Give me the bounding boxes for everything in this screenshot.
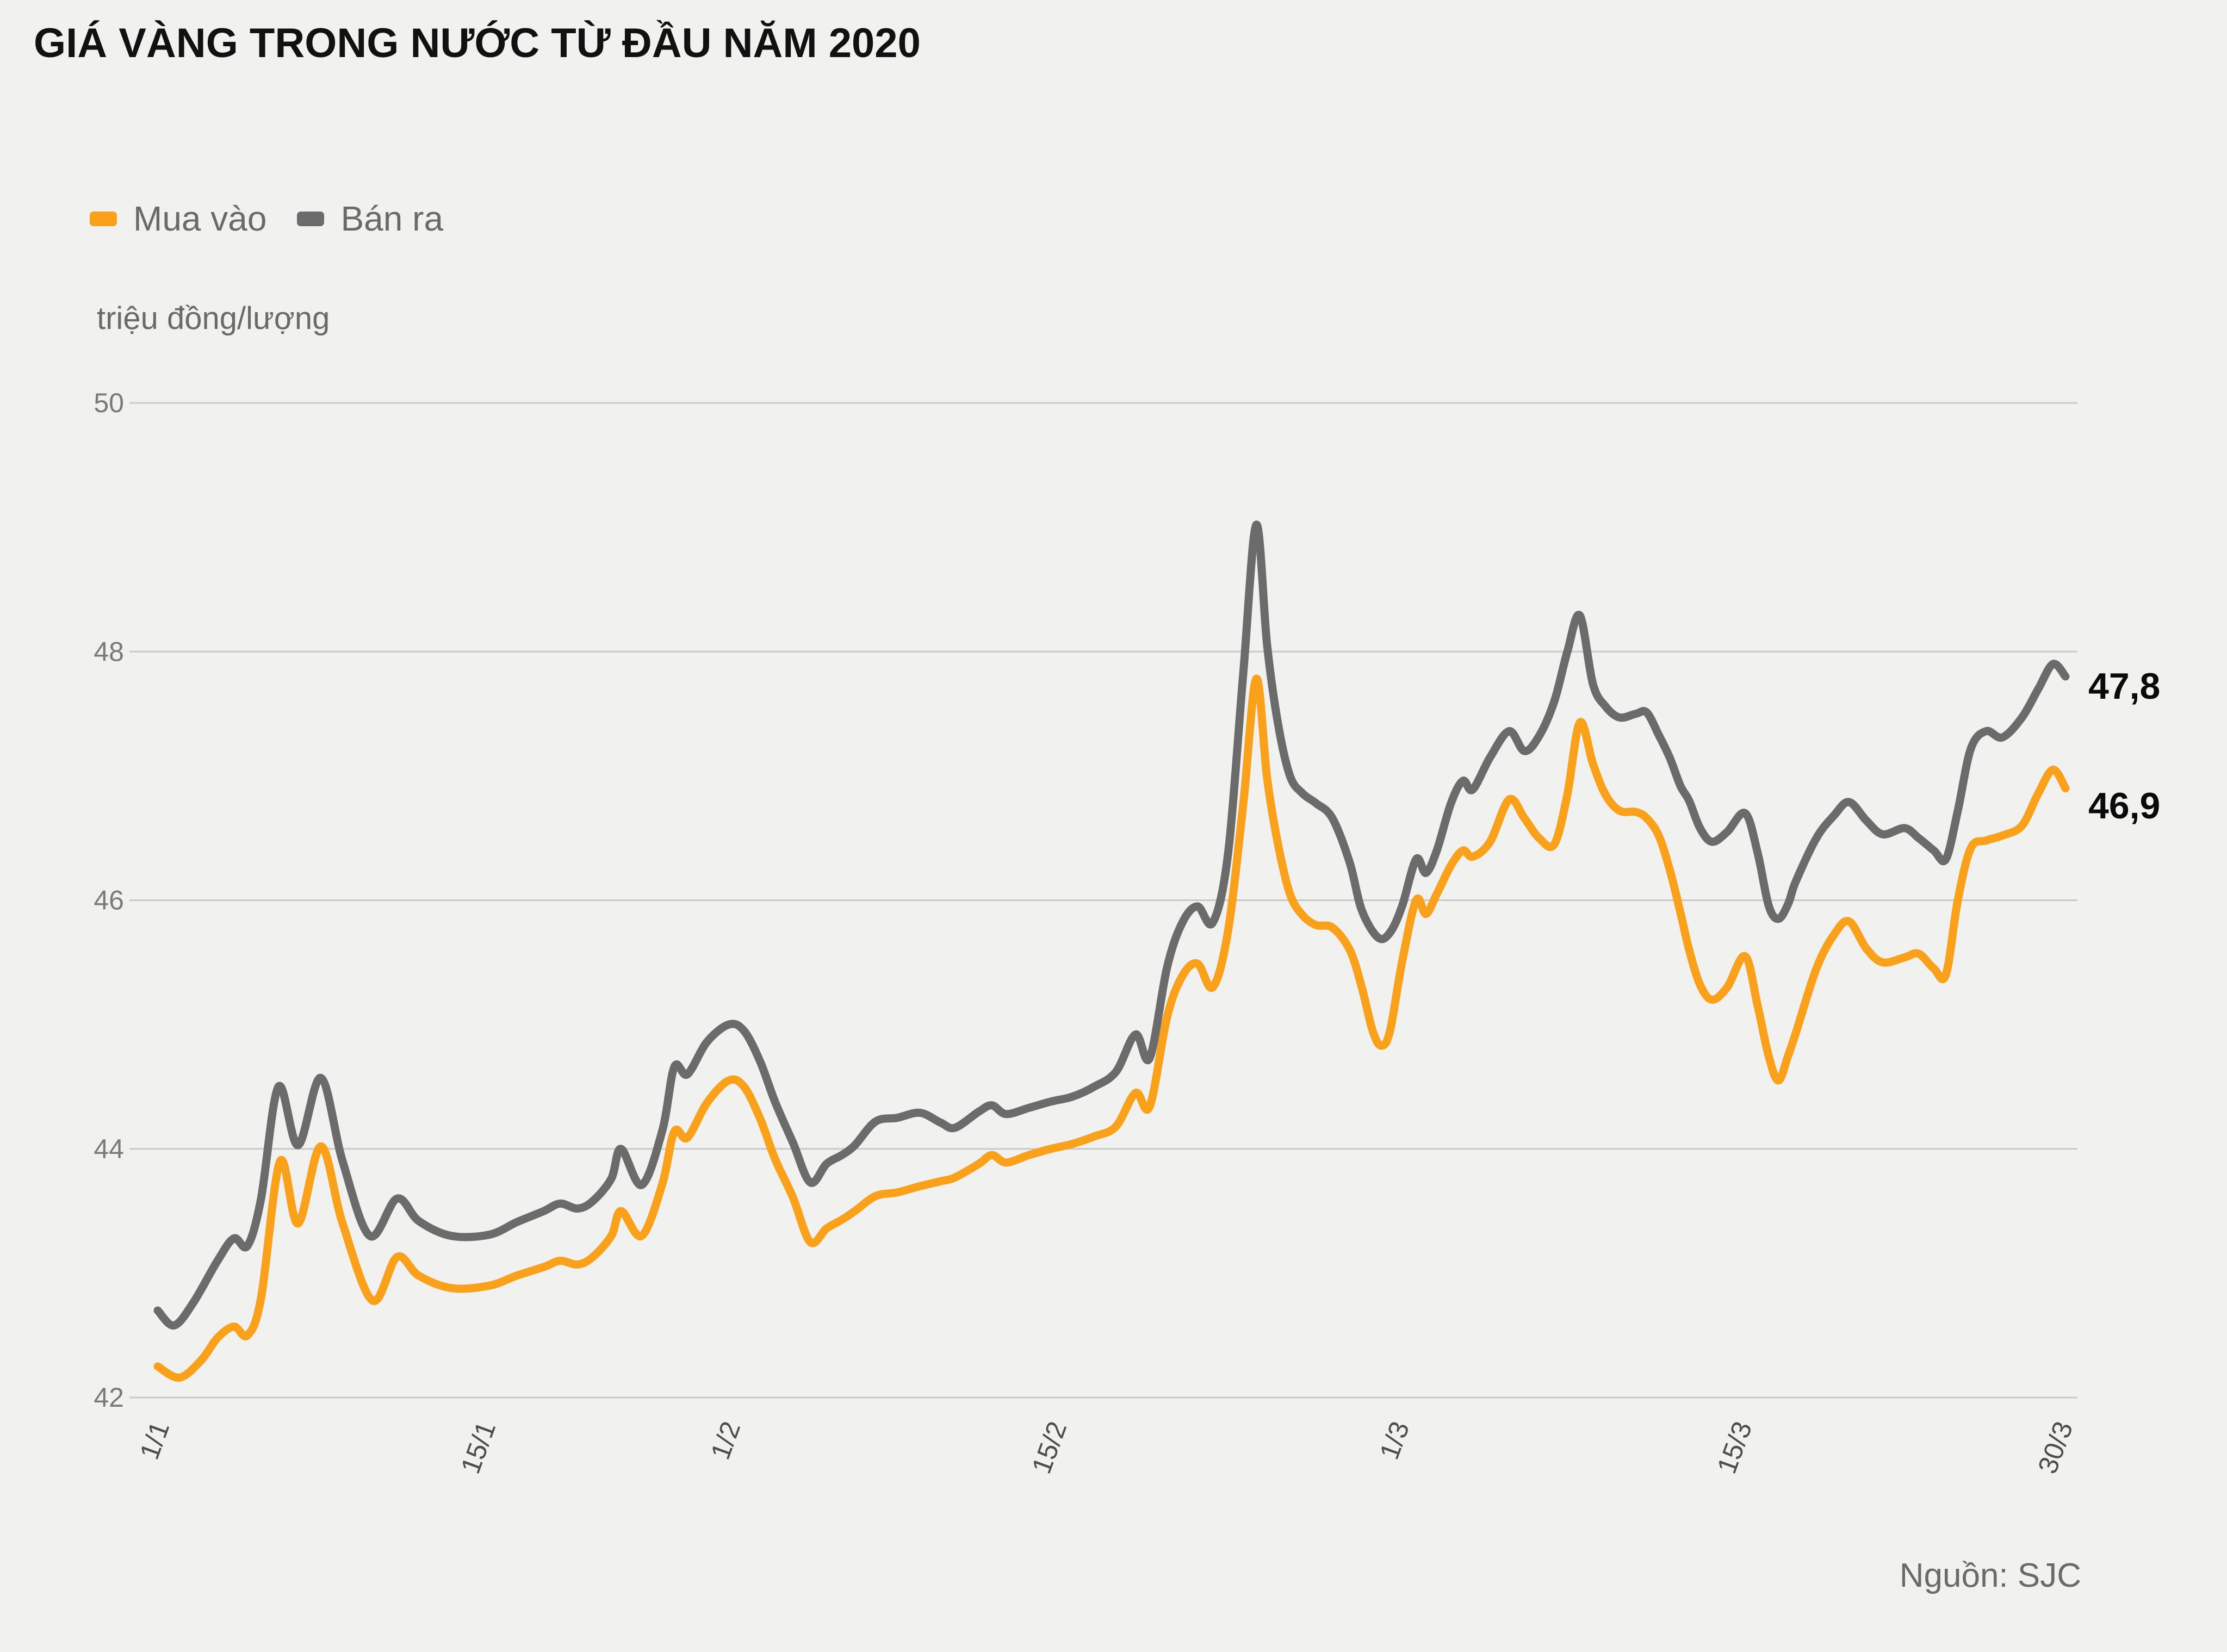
legend-swatch-mua-vao-icon	[90, 212, 117, 227]
legend-label-ban-ra: Bán ra	[340, 199, 444, 238]
y-axis-unit-label: triệu đồng/lượng	[97, 301, 330, 336]
source-label: Nguồn: SJC	[1899, 1557, 2081, 1594]
y-tick-label-48: 48	[94, 636, 124, 667]
x-tick-label-15/2: 15/2	[1026, 1418, 1072, 1478]
y-tick-label-42: 42	[94, 1382, 124, 1413]
legend-swatch-ban-ra-icon	[297, 212, 325, 227]
x-tick-label-1/2: 1/2	[705, 1418, 746, 1463]
x-tick-label-30/3: 30/3	[2032, 1418, 2079, 1478]
legend: Mua vào Bán ra	[90, 199, 443, 239]
end-value-label-mua-vao: 46,9	[2088, 785, 2161, 827]
x-tick-label-15/1: 15/1	[455, 1418, 501, 1478]
y-tick-label-44: 44	[94, 1134, 124, 1164]
series-line-ban-ra	[153, 520, 2070, 1330]
legend-item-mua-vao: Mua vào	[90, 199, 266, 239]
x-tick-label-1/1: 1/1	[134, 1418, 175, 1463]
legend-label-mua-vao: Mua vào	[133, 199, 267, 238]
legend-item-ban-ra: Bán ra	[297, 199, 443, 239]
end-value-label-ban-ra: 47,8	[2088, 666, 2161, 707]
series-line-mua-vao	[153, 674, 2070, 1382]
y-tick-label-46: 46	[94, 885, 124, 916]
x-tick-label-15/3: 15/3	[1711, 1418, 1758, 1478]
x-tick-label-1/3: 1/3	[1374, 1418, 1415, 1463]
chart-title: GIÁ VÀNG TRONG NƯỚC TỪ ĐẦU NĂM 2020	[34, 20, 921, 66]
y-tick-label-50: 50	[94, 388, 124, 418]
